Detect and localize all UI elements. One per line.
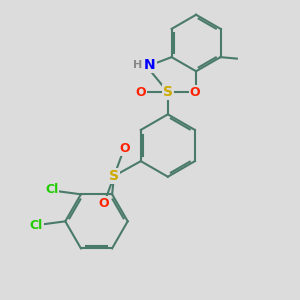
Text: H: H [133,60,142,70]
Text: N: N [144,58,156,72]
Text: S: S [109,169,119,183]
Text: O: O [136,85,146,98]
Text: Cl: Cl [45,183,59,196]
Text: Cl: Cl [30,219,43,232]
Text: S: S [163,85,173,99]
Text: O: O [189,85,200,98]
Text: O: O [119,142,130,155]
Text: O: O [98,197,109,210]
